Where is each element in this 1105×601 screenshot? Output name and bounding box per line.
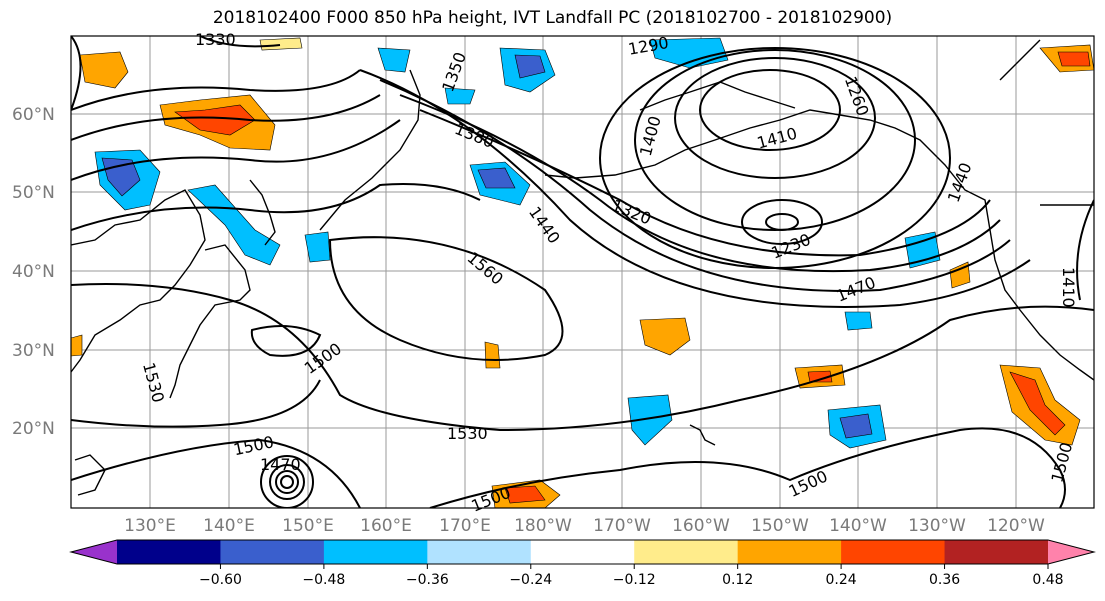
lon-label: 140°E (203, 516, 255, 536)
colorbar-segment (944, 540, 1049, 564)
lon-label: 170°E (439, 516, 491, 536)
colorbar-segment (427, 540, 532, 564)
colorbar-segment (841, 540, 946, 564)
lon-label: 170°W (593, 516, 651, 536)
colorbar-segment (117, 540, 221, 564)
colorbar-tick-label: −0.12 (613, 572, 656, 588)
lon-label: 120°W (987, 516, 1045, 536)
contour-label: 1330 (195, 30, 236, 49)
colorbar-outline (69, 539, 1096, 565)
colorbar-segment (323, 540, 428, 564)
lon-label: 160°E (360, 516, 412, 536)
contour-label: 1410 (1059, 267, 1078, 308)
colorbar-tick-label: −0.36 (406, 572, 449, 588)
colorbar (69, 539, 1096, 565)
lon-label: 180°W (514, 516, 572, 536)
lat-label: 50°N (12, 183, 55, 203)
colorbar-tick-label: 0.36 (929, 572, 960, 588)
lat-label: 20°N (12, 419, 55, 439)
colorbar-segment (530, 540, 635, 564)
colorbar-extend-high (1048, 540, 1094, 564)
colorbar-tick-label: 0.48 (1032, 572, 1063, 588)
lon-label: 160°W (672, 516, 730, 536)
colorbar-tick-label: 0.24 (826, 572, 857, 588)
height-contours (71, 36, 1094, 508)
colorbar-ticks: −0.60 −0.48 −0.36 −0.24 −0.12 0.12 0.24 0.36 0.4… (199, 564, 1064, 588)
map-frame (70, 35, 1095, 509)
colorbar-tick-label: −0.60 (199, 572, 242, 588)
lon-label: 140°W (829, 516, 887, 536)
lon-label: 150°E (282, 516, 334, 536)
lat-label: 30°N (12, 341, 55, 361)
colorbar-tick-label: −0.48 (302, 572, 345, 588)
colorbar-segment (634, 540, 739, 564)
lat-label: 60°N (12, 105, 55, 125)
contour-label: 1470 (260, 455, 301, 474)
lon-label: 130°E (124, 516, 176, 536)
lon-label: 130°W (908, 516, 966, 536)
contour-label: 1530 (447, 424, 488, 443)
lon-labels: 130°E 140°E 150°E 160°E 170°E 180°W 170°… (124, 516, 1045, 536)
colorbar-segment (220, 540, 325, 564)
colorbar-tick-label: −0.24 (509, 572, 552, 588)
chart-title: 2018102400 F000 850 hPa height, IVT Land… (212, 8, 893, 28)
lon-label: 150°W (751, 516, 809, 536)
colorbar-extend-low (71, 540, 117, 564)
colorbar-tick-label: 0.12 (722, 572, 753, 588)
ivt-shading (71, 37, 1094, 508)
colorbar-segment (737, 540, 842, 564)
lat-labels: 60°N 50°N 40°N 30°N 20°N (12, 105, 55, 439)
lat-label: 40°N (12, 262, 55, 282)
graticule (71, 36, 1094, 508)
